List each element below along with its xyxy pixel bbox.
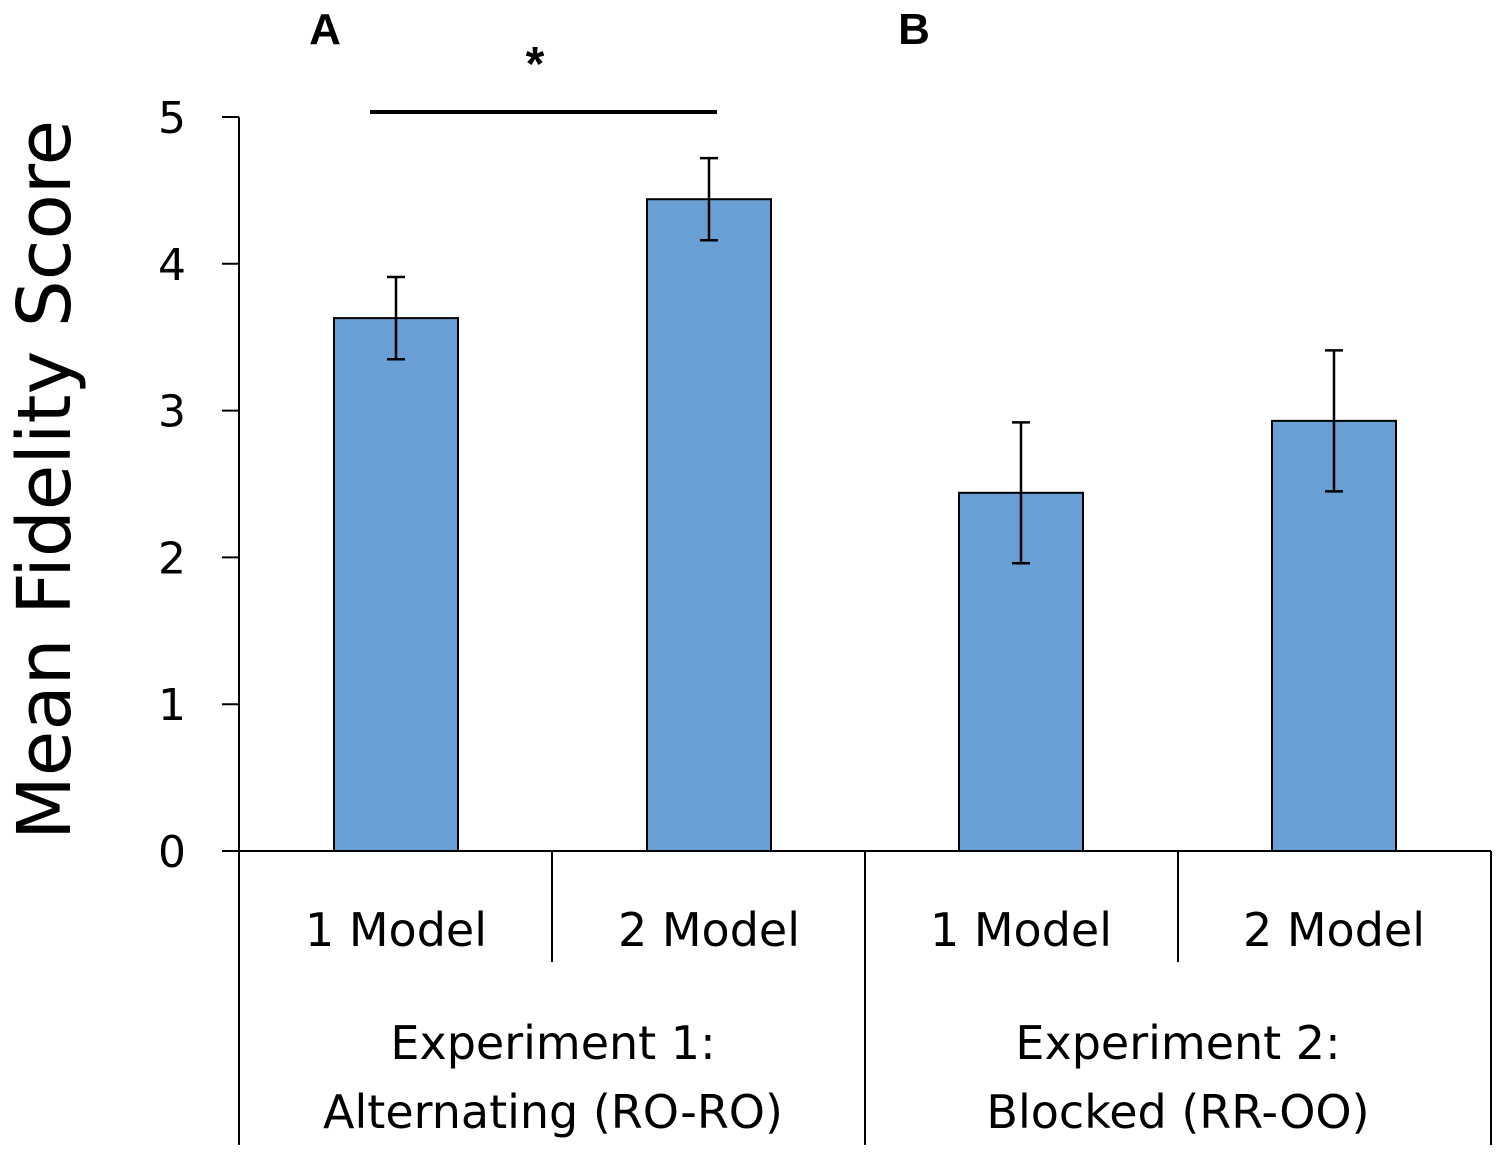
y-tick-label: 0	[158, 827, 186, 878]
group-label-line1: Experiment 1:	[390, 1016, 715, 1070]
panel-letter-b: B	[898, 5, 930, 54]
y-tick-label: 2	[158, 533, 186, 584]
y-tick-label: 4	[158, 240, 186, 291]
category-label: 1 Model	[305, 903, 487, 957]
bar	[646, 198, 772, 852]
y-tick-label: 1	[158, 680, 186, 731]
error-bar	[387, 275, 405, 361]
category-label: 2 Model	[1243, 903, 1425, 957]
group-label-line2: Alternating (RO-RO)	[323, 1085, 783, 1139]
error-bar	[1325, 349, 1343, 493]
group-label-line1: Experiment 2:	[1015, 1016, 1340, 1070]
error-bar	[700, 156, 718, 242]
y-tick-label: 3	[158, 387, 186, 438]
y-axis-label: Mean Fidelity Score	[2, 120, 88, 840]
category-label: 2 Model	[618, 903, 800, 957]
bar	[333, 317, 459, 852]
group-label-line2: Blocked (RR-OO)	[986, 1085, 1369, 1139]
panel-letter-a: A	[309, 5, 341, 54]
category-label: 1 Model	[930, 903, 1112, 957]
error-bar	[1012, 421, 1030, 565]
y-tick-label: 5	[158, 93, 186, 144]
significance-asterisk: *	[526, 38, 545, 91]
